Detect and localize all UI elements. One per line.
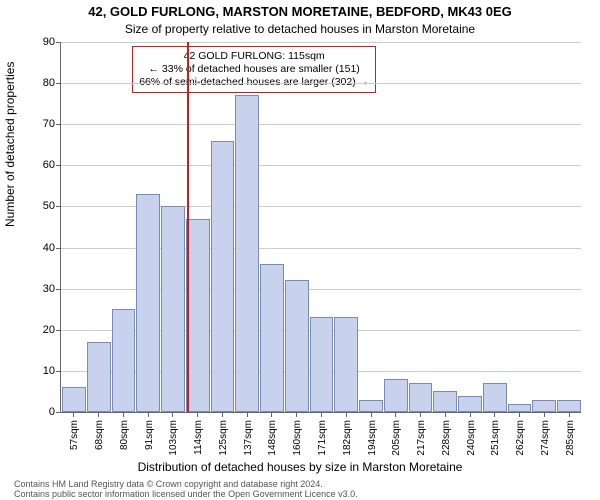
- x-tick: [321, 412, 322, 417]
- x-axis-label: Distribution of detached houses by size …: [0, 460, 600, 474]
- gridline: [61, 124, 581, 125]
- x-tick-label: 205sqm: [391, 420, 402, 460]
- x-tick: [296, 412, 297, 417]
- histogram-bar: [433, 391, 457, 412]
- histogram-bar: [161, 206, 185, 412]
- histogram-bar: [136, 194, 160, 412]
- x-tick: [494, 412, 495, 417]
- histogram-bar: [557, 400, 581, 412]
- x-tick-label: 194sqm: [367, 420, 378, 460]
- x-tick-label: 228sqm: [441, 420, 452, 460]
- x-tick-label: 182sqm: [342, 420, 353, 460]
- x-tick-label: 262sqm: [515, 420, 526, 460]
- y-tick-label: 0: [29, 406, 55, 418]
- histogram-bar: [334, 317, 358, 412]
- x-tick: [420, 412, 421, 417]
- title-address: 42, GOLD FURLONG, MARSTON MORETAINE, BED…: [0, 4, 600, 19]
- chart-container: 42, GOLD FURLONG, MARSTON MORETAINE, BED…: [0, 0, 600, 500]
- y-tick-label: 30: [29, 283, 55, 295]
- x-tick: [123, 412, 124, 417]
- y-tick-label: 80: [29, 77, 55, 89]
- x-tick-label: 251sqm: [490, 420, 501, 460]
- histogram-bar: [483, 383, 507, 412]
- x-tick-label: 80sqm: [119, 420, 130, 460]
- x-tick: [197, 412, 198, 417]
- x-tick-label: 217sqm: [416, 420, 427, 460]
- x-tick: [98, 412, 99, 417]
- histogram-bar: [235, 95, 259, 412]
- x-tick: [346, 412, 347, 417]
- x-tick: [172, 412, 173, 417]
- x-tick-label: 240sqm: [466, 420, 477, 460]
- histogram-bar: [186, 219, 210, 412]
- x-tick-label: 285sqm: [565, 420, 576, 460]
- y-tick-label: 70: [29, 118, 55, 130]
- annotation-line1: 42 GOLD FURLONG: 115sqm: [139, 50, 369, 63]
- x-tick: [148, 412, 149, 417]
- y-tick: [56, 165, 61, 166]
- x-tick-label: 171sqm: [317, 420, 328, 460]
- y-tick-label: 40: [29, 242, 55, 254]
- histogram-bar: [310, 317, 334, 412]
- x-tick-label: 160sqm: [292, 420, 303, 460]
- x-tick-label: 68sqm: [94, 420, 105, 460]
- y-axis-label: Number of detached properties: [3, 62, 17, 227]
- footer-attribution: Contains HM Land Registry data © Crown c…: [14, 480, 358, 500]
- x-tick: [73, 412, 74, 417]
- histogram-bar: [409, 383, 433, 412]
- y-tick: [56, 124, 61, 125]
- y-tick: [56, 248, 61, 249]
- histogram-bar: [260, 264, 284, 412]
- y-tick-label: 50: [29, 200, 55, 212]
- histogram-bar: [359, 400, 383, 412]
- histogram-bar: [112, 309, 136, 412]
- x-tick-label: 274sqm: [540, 420, 551, 460]
- reference-line: [187, 42, 189, 412]
- x-tick-label: 125sqm: [218, 420, 229, 460]
- y-tick: [56, 330, 61, 331]
- x-tick: [445, 412, 446, 417]
- x-tick: [222, 412, 223, 417]
- histogram-bar: [458, 396, 482, 412]
- x-tick: [519, 412, 520, 417]
- histogram-plot: 42 GOLD FURLONG: 115sqm ← 33% of detache…: [60, 42, 581, 413]
- x-tick: [470, 412, 471, 417]
- x-tick-label: 137sqm: [243, 420, 254, 460]
- y-tick: [56, 412, 61, 413]
- title-subtitle: Size of property relative to detached ho…: [0, 22, 600, 36]
- y-tick: [56, 289, 61, 290]
- x-tick-label: 103sqm: [168, 420, 179, 460]
- x-tick-label: 57sqm: [69, 420, 80, 460]
- x-tick: [247, 412, 248, 417]
- x-tick-label: 91sqm: [144, 420, 155, 460]
- y-tick-label: 60: [29, 159, 55, 171]
- y-tick-label: 10: [29, 365, 55, 377]
- y-tick: [56, 42, 61, 43]
- footer-line2: Contains public sector information licen…: [14, 490, 358, 500]
- annotation-line2: ← 33% of detached houses are smaller (15…: [139, 63, 369, 76]
- y-tick-label: 20: [29, 324, 55, 336]
- x-tick: [544, 412, 545, 417]
- x-tick-label: 114sqm: [193, 420, 204, 460]
- gridline: [61, 165, 581, 166]
- x-tick: [569, 412, 570, 417]
- histogram-bar: [384, 379, 408, 412]
- histogram-bar: [508, 404, 532, 412]
- y-tick: [56, 83, 61, 84]
- gridline: [61, 42, 581, 43]
- x-tick: [271, 412, 272, 417]
- annotation-box: 42 GOLD FURLONG: 115sqm ← 33% of detache…: [132, 46, 376, 93]
- x-tick: [395, 412, 396, 417]
- histogram-bar: [285, 280, 309, 412]
- gridline: [61, 83, 581, 84]
- histogram-bar: [211, 141, 235, 412]
- y-tick: [56, 371, 61, 372]
- y-tick-label: 90: [29, 36, 55, 48]
- histogram-bar: [532, 400, 556, 412]
- x-tick-label: 148sqm: [267, 420, 278, 460]
- histogram-bar: [62, 387, 86, 412]
- y-tick: [56, 206, 61, 207]
- x-tick: [371, 412, 372, 417]
- histogram-bar: [87, 342, 111, 412]
